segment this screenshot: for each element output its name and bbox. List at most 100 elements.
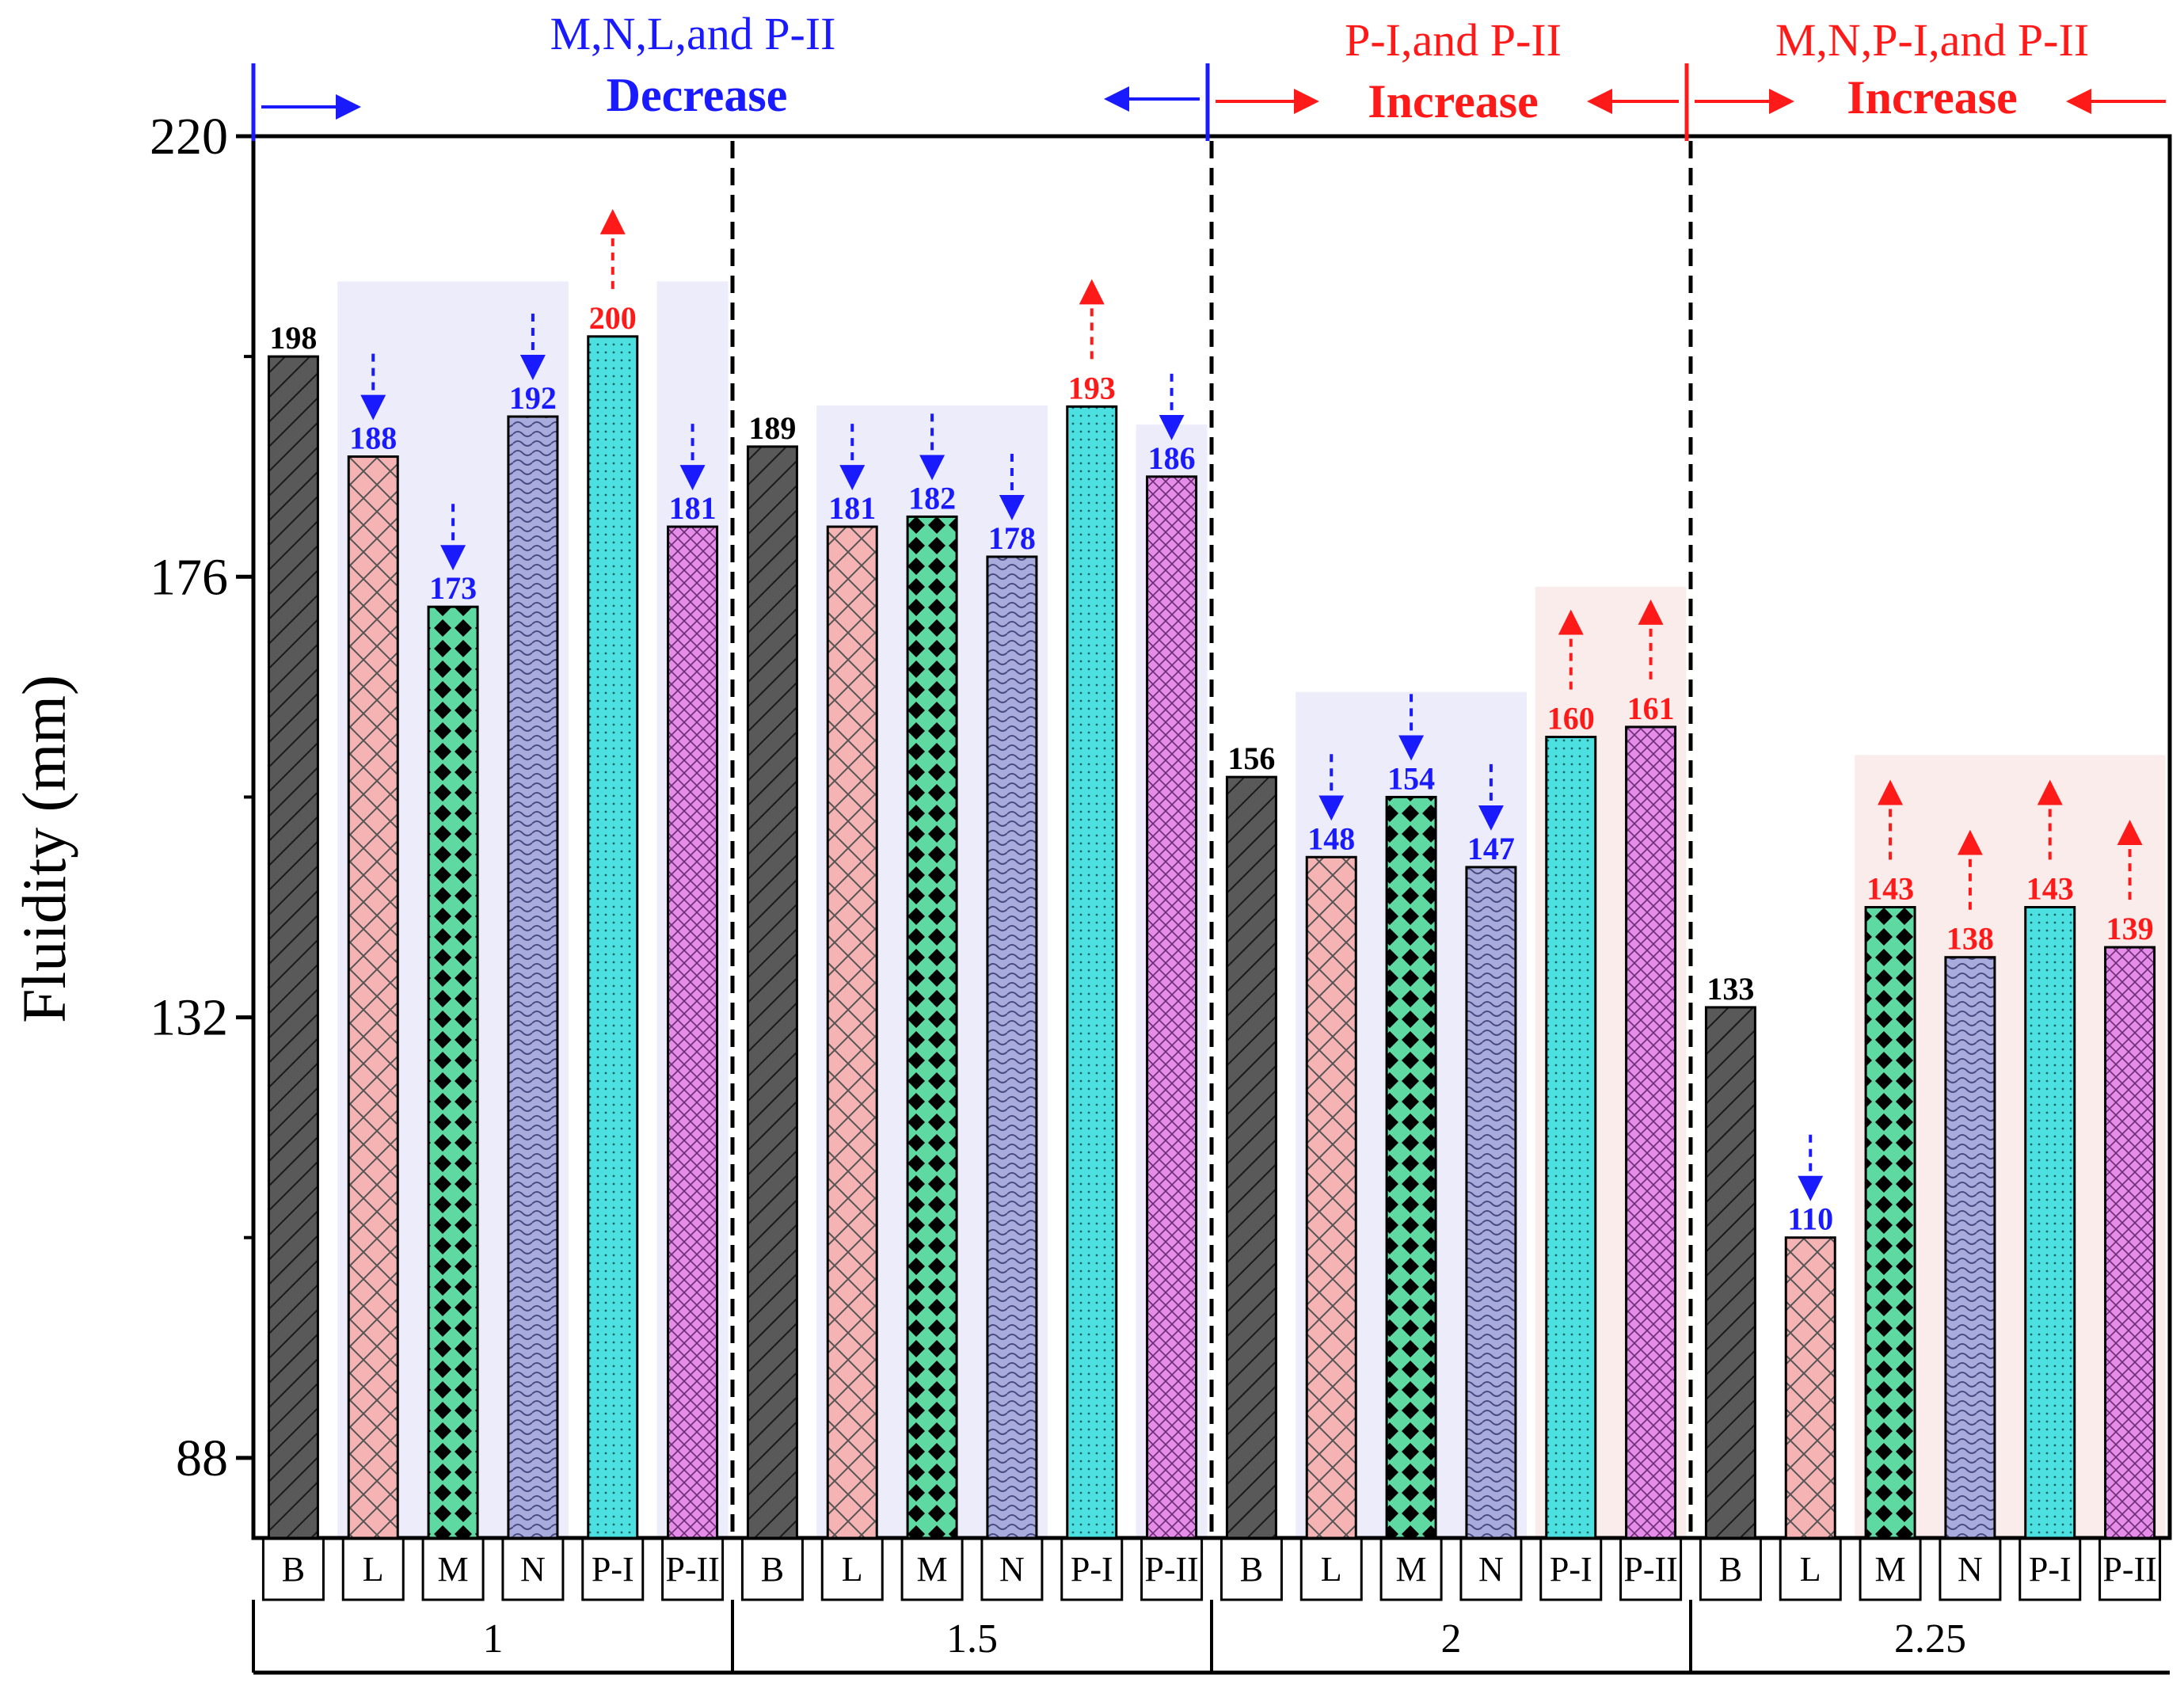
annotation-group4-line2: Increase <box>1847 71 2018 124</box>
value-label-1-N: 192 <box>509 380 557 416</box>
annotation-group1-line2: Decrease <box>607 69 788 121</box>
bar-1.5-P-I <box>1066 405 1118 1540</box>
category-label-1-P-II: P-II <box>665 1550 719 1589</box>
bar-2-B <box>1225 775 1277 1540</box>
category-label-2-L: L <box>1321 1550 1342 1589</box>
bar-2-P-II <box>1625 725 1677 1540</box>
category-cell <box>1459 1536 1523 1601</box>
group-label-2: 2 <box>1441 1616 1462 1662</box>
group-label-1.5: 1.5 <box>946 1616 998 1662</box>
category-cell <box>740 1536 804 1601</box>
value-label-2-N: 147 <box>1467 831 1515 866</box>
annotation-group1-line1: M,N,L,and P-II <box>550 8 836 59</box>
value-label-2-P-I: 160 <box>1547 701 1595 737</box>
bar-1-N <box>507 415 559 1540</box>
category-cell <box>1859 1536 1922 1601</box>
category-cell <box>1939 1536 2002 1601</box>
category-label-1-B: B <box>282 1550 305 1589</box>
value-label-1-M: 173 <box>429 570 477 606</box>
bar-1.5-N <box>986 555 1038 1540</box>
category-cell <box>1699 1536 1762 1601</box>
trend-arrows <box>360 208 2143 1201</box>
bar-1-B <box>267 355 319 1540</box>
value-label-2.25-N: 138 <box>1946 921 1994 957</box>
category-label-1.5-B: B <box>761 1550 784 1589</box>
y-axis: 88 132 176 220 <box>150 108 253 1487</box>
value-label-1.5-L: 181 <box>828 490 876 526</box>
category-cell <box>1060 1536 1124 1601</box>
category-label-2.25-P-II: P-II <box>2102 1550 2156 1589</box>
category-label-2-M: M <box>1396 1550 1427 1589</box>
category-label-2.25-N: N <box>1958 1550 1983 1589</box>
category-cell <box>1619 1536 1683 1601</box>
bar-2-P-I <box>1545 736 1597 1540</box>
category-label-1-P-I: P-I <box>592 1550 634 1589</box>
category-label-1.5-N: N <box>999 1550 1025 1589</box>
value-label-1-P-II: 181 <box>669 490 717 526</box>
category-label-1.5-L: L <box>842 1550 863 1589</box>
category-cell <box>261 1536 325 1601</box>
bar-1.5-P-II <box>1146 475 1198 1540</box>
value-label-2-M: 154 <box>1387 760 1435 796</box>
value-label-1.5-B: 189 <box>748 410 796 446</box>
x-axis-table: B L M N P-I P-II 1 B L M N P-I P-II 1.5 B L M N P-I P-II 2 B L… <box>252 1536 2170 1675</box>
bar-2.25-P-II <box>2104 946 2156 1540</box>
annotation-group3-line1: P-I,and P-II <box>1345 14 1562 66</box>
value-label-2-P-II: 161 <box>1627 691 1675 726</box>
category-cell <box>980 1536 1044 1601</box>
category-cell <box>661 1536 725 1601</box>
value-label-1.5-P-II: 186 <box>1148 440 1196 476</box>
value-label-2-L: 148 <box>1307 820 1355 856</box>
category-label-1-L: L <box>363 1550 384 1589</box>
bar-1-P-I <box>587 335 639 1540</box>
category-cell <box>820 1536 884 1601</box>
bar-1.5-M <box>906 515 958 1540</box>
value-label-2.25-L: 110 <box>1787 1201 1833 1237</box>
bar-1-M <box>427 605 479 1540</box>
bar-2-M <box>1385 795 1437 1540</box>
value-label-2.25-B: 133 <box>1706 971 1754 1007</box>
value-label-2.25-M: 143 <box>1866 871 1914 907</box>
category-cell <box>1299 1536 1363 1601</box>
category-cell <box>2098 1536 2162 1601</box>
bar-1.5-L <box>826 525 878 1540</box>
category-cell <box>501 1536 565 1601</box>
value-label-1-P-I: 200 <box>589 300 637 336</box>
category-cell <box>900 1536 964 1601</box>
category-label-1.5-P-II: P-II <box>1144 1550 1198 1589</box>
bar-2.25-N <box>1944 956 1996 1540</box>
value-labels: 198 188 173 192 200 181 189 181 182 178 193 186 156 1… <box>269 300 2153 1237</box>
top-annotations: M,N,L,and P-II Decrease P-I,and P-II Inc… <box>251 8 2166 141</box>
y-tick-label: 88 <box>176 1429 228 1487</box>
bar-2-N <box>1465 866 1517 1540</box>
category-cell <box>1140 1536 1204 1601</box>
group-label-1: 1 <box>483 1616 504 1662</box>
y-tick-label: 132 <box>150 989 228 1047</box>
category-label-2-N: N <box>1478 1550 1504 1589</box>
bar-2.25-L <box>1784 1236 1836 1540</box>
category-label-2-B: B <box>1240 1550 1263 1589</box>
category-label-1-N: N <box>520 1550 546 1589</box>
bar-2.25-M <box>1864 906 1916 1540</box>
bar-1.5-B <box>746 445 798 1540</box>
category-cell <box>1379 1536 1443 1601</box>
category-label-2-P-I: P-I <box>1550 1550 1592 1589</box>
bar-1-L <box>347 455 399 1540</box>
annotation-group3-line2: Increase <box>1368 75 1539 128</box>
value-label-1.5-M: 182 <box>908 480 956 516</box>
category-cell <box>421 1536 485 1601</box>
plot-border <box>251 134 2172 1540</box>
category-label-2.25-P-I: P-I <box>2029 1550 2072 1589</box>
category-label-2.25-L: L <box>1800 1550 1821 1589</box>
group-label-2.25: 2.25 <box>1894 1616 1966 1662</box>
y-tick-label: 176 <box>150 548 228 606</box>
value-label-1.5-N: 178 <box>988 520 1036 556</box>
bar-2-L <box>1305 855 1357 1540</box>
category-cell <box>581 1536 645 1601</box>
category-cell <box>1539 1536 1603 1601</box>
category-label-1.5-P-I: P-I <box>1071 1550 1113 1589</box>
category-label-2.25-M: M <box>1875 1550 1906 1589</box>
category-label-1.5-M: M <box>917 1550 948 1589</box>
value-label-2.25-P-I: 143 <box>2026 871 2074 907</box>
